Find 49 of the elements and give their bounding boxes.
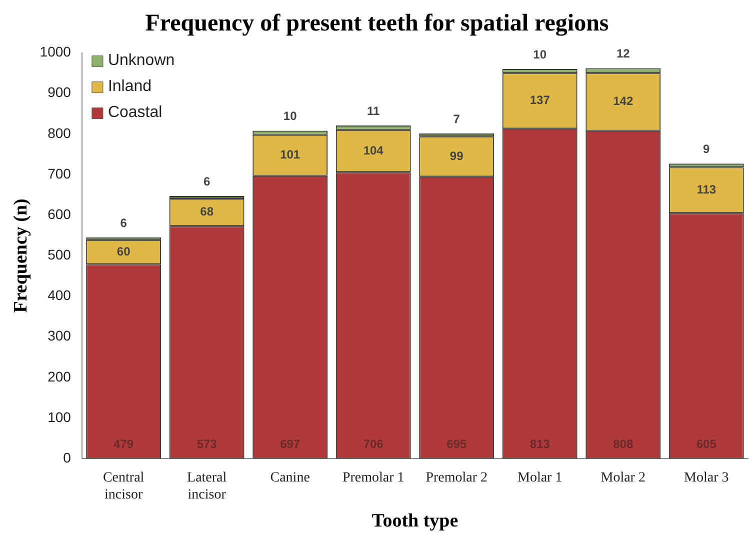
data-label: 479 xyxy=(114,436,134,451)
x-tick-label: Molar 3 xyxy=(684,470,729,486)
legend-label: Inland xyxy=(108,78,152,96)
data-label: 99 xyxy=(450,148,464,163)
y-tick-label: 200 xyxy=(48,368,72,384)
data-label: 808 xyxy=(613,436,634,451)
x-tick-label: Central incisor xyxy=(102,470,144,502)
data-label: 12 xyxy=(616,46,630,61)
y-tick-label: 300 xyxy=(48,328,72,344)
data-label: 695 xyxy=(446,436,467,451)
y-axis-title: Frequency (n) xyxy=(10,198,32,313)
legend-label: Unknown xyxy=(108,52,175,70)
data-label: 60 xyxy=(116,244,131,258)
data-label: 11 xyxy=(367,104,380,118)
y-tick-label: 100 xyxy=(48,408,72,425)
data-label: 68 xyxy=(200,204,214,219)
x-tick-label: Canine xyxy=(270,470,310,486)
x-tick-label: Premolar 1 xyxy=(342,470,404,486)
data-label: 113 xyxy=(696,182,716,196)
y-tick-label: 600 xyxy=(48,206,72,222)
data-label: 9 xyxy=(703,142,710,156)
data-label: 142 xyxy=(613,94,634,108)
x-tick-label: Premolar 2 xyxy=(426,470,488,486)
y-tick-label: 1000 xyxy=(40,44,72,60)
data-label: 6 xyxy=(120,216,128,230)
data-label: 101 xyxy=(280,148,300,162)
y-tick-label: 800 xyxy=(48,124,72,141)
data-label: 6 xyxy=(203,174,210,188)
legend-label: Coastal xyxy=(108,104,162,122)
data-label: 104 xyxy=(363,143,384,158)
x-axis-title: Tooth type xyxy=(372,510,458,532)
data-label: 10 xyxy=(533,47,547,62)
data-label: 10 xyxy=(283,109,298,124)
data-label: 137 xyxy=(530,93,550,108)
y-tick-label: 400 xyxy=(48,287,72,304)
data-label: 706 xyxy=(363,436,384,451)
x-tick-label: Molar 1 xyxy=(518,470,562,486)
y-tick-label: 0 xyxy=(63,449,72,466)
y-tick-label: 900 xyxy=(48,84,72,100)
chart-title: Frequency of present teeth for spatial regions xyxy=(145,10,609,37)
y-tick-label: 500 xyxy=(48,246,72,263)
x-tick-label: Lateral incisor xyxy=(187,470,227,502)
x-tick-label: Molar 2 xyxy=(600,470,646,486)
data-label: 573 xyxy=(196,436,218,451)
data-label: 813 xyxy=(530,436,550,451)
data-label: 697 xyxy=(280,436,300,451)
data-label: 7 xyxy=(453,112,460,126)
data-label: 605 xyxy=(696,436,717,451)
y-tick-label: 700 xyxy=(48,165,72,182)
